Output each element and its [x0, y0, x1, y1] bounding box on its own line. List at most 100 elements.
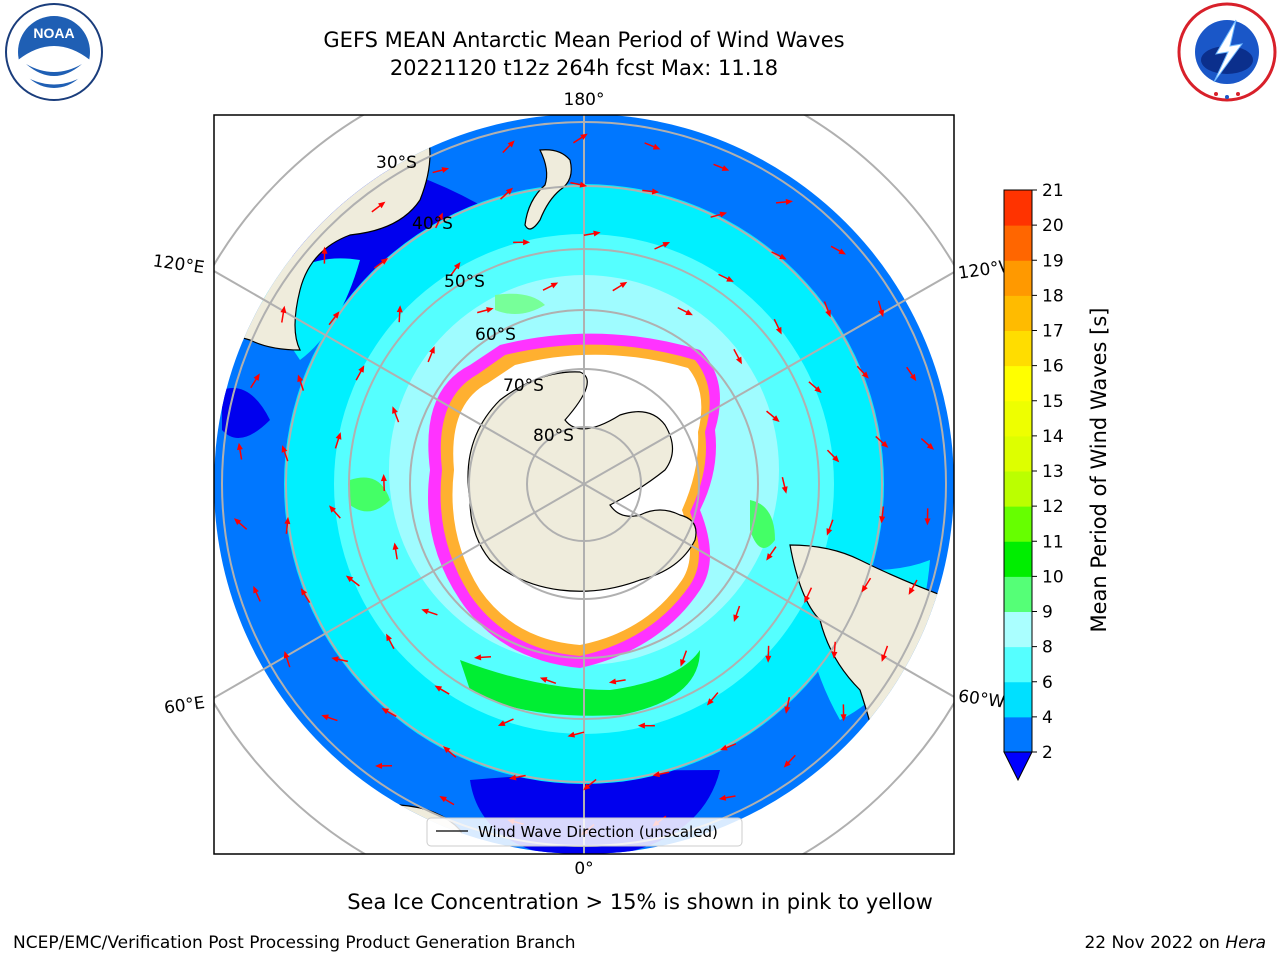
wind-wave-arrowhead	[825, 309, 831, 318]
colorbar-tick-label: 20	[1042, 216, 1064, 236]
wind-wave-arrowhead	[508, 774, 517, 781]
colorbar-tick-label: 4	[1042, 708, 1053, 728]
colorbar-extend-arrow	[1003, 751, 1033, 782]
wind-wave-arrowhead	[300, 588, 307, 596]
wind-wave-arrowhead	[429, 346, 435, 354]
colorbar-tick-label: 12	[1042, 497, 1064, 517]
lat-label-30s: 30°S	[376, 153, 417, 173]
colorbar-tick-label: 17	[1042, 322, 1064, 342]
lat-label-50s: 50°S	[444, 272, 485, 292]
wind-wave-arrowhead	[453, 261, 461, 270]
wind-wave-arrowhead	[861, 371, 869, 379]
noaa-logo: NOAA	[4, 2, 104, 102]
run-host: Hera	[1225, 933, 1266, 953]
meridian-label-60e: 60°E	[163, 693, 206, 718]
wind-wave-arrowhead	[652, 143, 661, 150]
meridian-line	[583, 483, 954, 698]
wind-wave-arrowhead	[321, 246, 328, 254]
colorbar-segment	[1004, 295, 1032, 331]
wind-wave-arrowhead	[718, 794, 727, 801]
wind-wave-arrowhead	[321, 714, 329, 721]
wind-wave-arrowhead	[608, 678, 617, 685]
colorbar-segment	[1004, 190, 1032, 226]
wind-wave-arrowhead	[505, 187, 514, 195]
colorbar-segment	[1004, 225, 1032, 261]
meridian-line	[214, 269, 585, 485]
wind-wave-arrowhead	[720, 744, 728, 751]
colorbar-tick-label: 15	[1042, 392, 1064, 412]
wind-wave-arrowhead	[733, 614, 740, 623]
wind-wave-arrowhead	[881, 440, 889, 448]
lat-label-60s: 60°S	[475, 325, 516, 345]
wind-wave-arrowhead	[434, 685, 443, 692]
colorbar-tick-label: 8	[1042, 638, 1053, 658]
wind-wave-arrowhead	[497, 720, 506, 726]
wind-wave-arrows	[233, 133, 935, 836]
map-frame	[213, 114, 955, 855]
wind-wave-arrowhead	[804, 595, 810, 604]
colorbar-tick-label: 19	[1042, 251, 1064, 271]
colorbar-segment	[1004, 471, 1032, 507]
wind-wave-arrowhead	[396, 305, 403, 313]
colorbar-segment	[1004, 506, 1032, 542]
colorbar-segment	[1004, 611, 1032, 648]
wind-wave-arrowhead	[233, 518, 242, 525]
colorbar-segment	[1004, 681, 1032, 718]
colorbar-segment	[1004, 435, 1032, 472]
wind-wave-arrowhead	[685, 309, 693, 316]
chart-subtitle: 20221120 t12z 264h fcst Max: 11.18	[389, 56, 779, 80]
wind-wave-arrowhead	[781, 486, 788, 494]
wind-wave-arrowhead	[523, 239, 531, 246]
wind-wave-arrowhead	[840, 714, 847, 722]
wind-wave-arrowhead	[335, 432, 342, 440]
credit-text: NCEP/EMC/Verification Post Processing Pr…	[13, 933, 576, 953]
deep-wave-region	[222, 388, 270, 438]
wind-wave-arrowhead	[253, 373, 260, 381]
wind-wave-arrowhead	[583, 783, 591, 791]
wind-wave-arrowhead	[652, 771, 661, 778]
wind-wave-arrowhead	[879, 516, 886, 524]
wind-wave-arrowhead	[637, 722, 645, 729]
wind-wave-arrowhead	[507, 140, 515, 148]
colorbar-tick-label: 11	[1042, 532, 1064, 552]
wind-wave-arrowhead	[284, 516, 291, 525]
lat-label-80s: 80°S	[533, 426, 574, 446]
wind-wave-arrowhead	[814, 386, 822, 393]
wind-wave-arrowhead	[826, 528, 833, 536]
nws-logo	[1176, 2, 1278, 102]
meridian-label-60w: 60°W	[957, 686, 1006, 712]
wind-wave-arrowhead	[735, 356, 742, 365]
colorbar-tick-label: 16	[1042, 357, 1064, 377]
wind-wave-arrowhead	[579, 181, 588, 188]
colorbar-segment	[1004, 576, 1032, 612]
wind-wave-arrowhead	[567, 731, 576, 738]
run-date-prefix: 22 Nov 2022 on	[1084, 933, 1226, 953]
meridian-line	[214, 483, 585, 700]
lat-label-70s: 70°S	[503, 376, 544, 396]
wind-wave-arrowhead	[392, 542, 399, 550]
wind-wave-arrowhead	[775, 326, 782, 335]
wind-wave-arrowhead	[253, 585, 259, 594]
wind-wave-arrowhead	[878, 309, 885, 318]
wind-wave-arrowhead	[908, 587, 915, 595]
colorbar-tick-label: 18	[1042, 286, 1064, 306]
noaa-logo-text: NOAA	[33, 25, 74, 41]
wind-wave-arrowhead	[539, 677, 548, 683]
wind-wave-arrowhead	[719, 211, 728, 218]
wind-wave-arrowhead	[706, 698, 714, 706]
colorbar-tick-label: 6	[1042, 673, 1053, 693]
wind-wave-arrowhead	[924, 518, 931, 526]
wind-wave-arrowhead	[486, 307, 494, 313]
colorbar-segment	[1004, 330, 1032, 367]
wind-wave-arrowhead	[331, 656, 339, 663]
wind-wave-arrowhead	[381, 707, 390, 715]
antarctica-land	[467, 371, 697, 592]
wind-wave-arrowhead	[441, 167, 450, 173]
colorbar-segment	[1004, 646, 1032, 683]
green-patch	[495, 293, 545, 314]
wind-wave-arrowhead	[421, 608, 429, 615]
legend-label: Wind Wave Direction (unscaled)	[478, 823, 718, 841]
wind-wave-arrowhead	[378, 201, 386, 209]
wind-wave-arrowhead	[909, 373, 917, 382]
run-date: 22 Nov 2022 on Hera	[1084, 933, 1266, 953]
